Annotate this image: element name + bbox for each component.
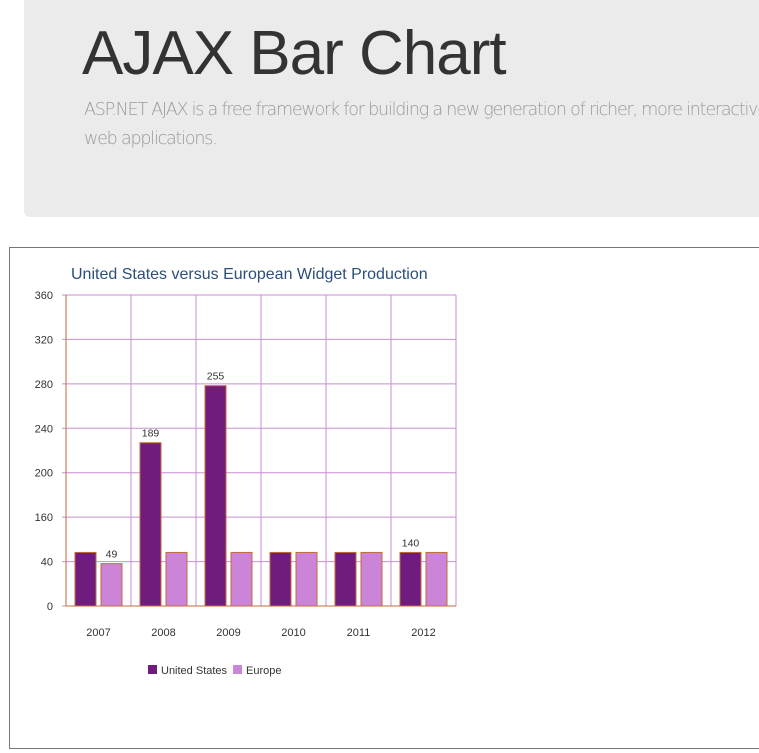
x-tick-label: 2011 <box>347 627 371 639</box>
chart-title: United States versus European Widget Pro… <box>71 266 428 283</box>
page-title: AJAX Bar Chart <box>82 19 507 88</box>
bar <box>139 442 162 607</box>
y-tick-label: 160 <box>35 512 53 524</box>
bar <box>295 551 318 607</box>
y-tick-label: 40 <box>41 557 53 569</box>
bar <box>74 551 97 607</box>
y-tick-label: 240 <box>35 423 53 435</box>
x-tick-label: 2010 <box>281 627 305 639</box>
x-tick-label: 2008 <box>151 627 175 639</box>
bar <box>399 551 422 607</box>
legend-label: United States <box>161 665 228 677</box>
legend-swatch <box>148 665 157 674</box>
x-tick-label: 2012 <box>411 627 435 639</box>
legend-swatch <box>233 665 243 674</box>
bar <box>334 551 357 607</box>
y-tick-label: 280 <box>35 379 53 391</box>
data-label: 140 <box>402 537 420 549</box>
bar-chart: United States versus European Widget Pro… <box>35 266 457 677</box>
data-label: 189 <box>142 428 160 440</box>
jumbotron <box>24 0 759 217</box>
bar <box>204 385 227 607</box>
x-tick-label: 2007 <box>86 627 110 639</box>
y-tick-label: 0 <box>47 601 53 613</box>
bar <box>360 551 383 607</box>
y-tick-label: 320 <box>35 334 53 346</box>
bar <box>100 563 123 607</box>
page-lead: ASP.NET AJAX is a free framework for bui… <box>84 100 759 149</box>
bar <box>165 551 188 607</box>
data-label: 255 <box>207 371 225 383</box>
x-tick-label: 2009 <box>216 627 240 639</box>
legend-label: Europe <box>246 665 281 677</box>
bar <box>425 551 448 607</box>
bar <box>230 551 253 607</box>
y-tick-label: 360 <box>35 290 53 302</box>
bar <box>269 551 292 607</box>
data-label: 49 <box>106 549 118 561</box>
y-tick-label: 200 <box>35 468 53 480</box>
chart-panel: United States versus European Widget Pro… <box>9 247 759 749</box>
